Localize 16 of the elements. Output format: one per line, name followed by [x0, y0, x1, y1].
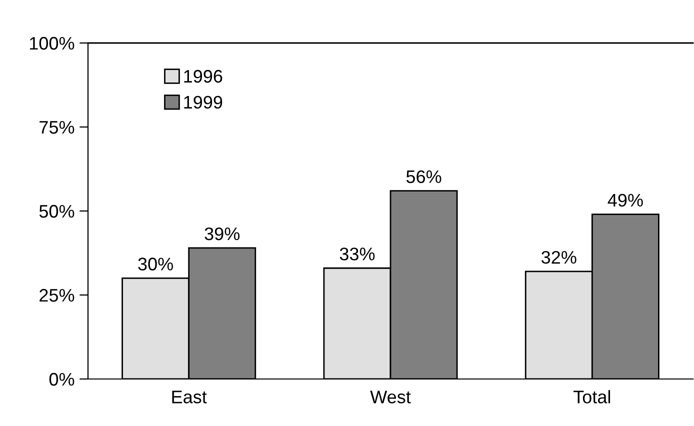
x-tick-label: East: [172, 390, 207, 404]
x-tick-label: West: [370, 390, 411, 404]
y-tick-label: 100%: [30, 36, 74, 50]
data-label: 32%: [542, 250, 576, 264]
data-label: 49%: [608, 194, 643, 207]
data-label: 39%: [204, 227, 240, 240]
y-tick-label: 0%: [49, 372, 74, 386]
data-label: 30%: [138, 258, 173, 270]
y-tick-label: 75%: [40, 121, 74, 134]
legend-label: 1996: [184, 70, 222, 83]
data-label: 56%: [406, 170, 442, 184]
legend-label: 1999: [184, 96, 222, 109]
data-label: 33%: [340, 248, 375, 260]
y-tick-label: 50%: [39, 204, 74, 218]
y-tick-label: 25%: [40, 288, 74, 302]
x-tick-label: Total: [574, 390, 610, 404]
